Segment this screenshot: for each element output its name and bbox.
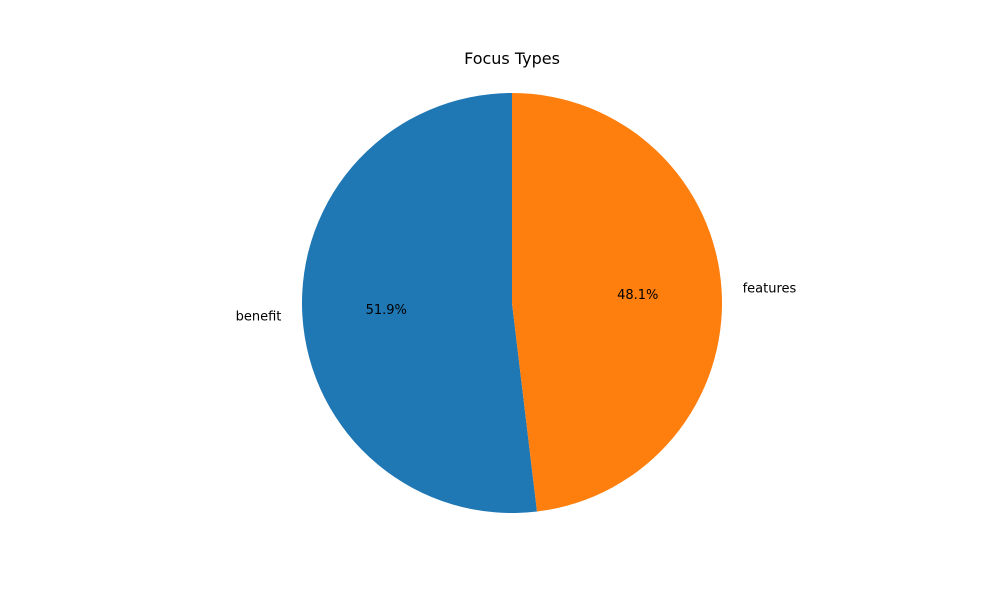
pie-labels: benefit 51.9% features 48.1% <box>236 282 797 325</box>
pie-slice-features <box>512 93 722 512</box>
percent-label-features: 48.1% <box>617 288 658 303</box>
slice-label-features: features <box>743 282 797 297</box>
percent-label-benefit: 51.9% <box>366 303 407 318</box>
pie-slices <box>301 93 722 513</box>
chart-title: Focus Types <box>464 49 560 68</box>
pie-slice-benefit <box>301 93 538 513</box>
slice-label-benefit: benefit <box>236 309 282 324</box>
